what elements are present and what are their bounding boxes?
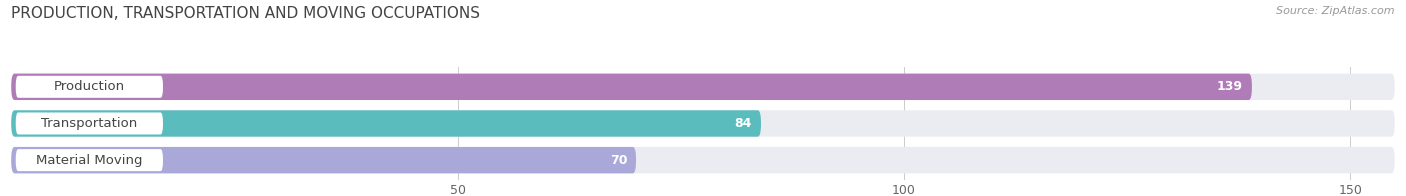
FancyBboxPatch shape	[11, 110, 761, 137]
Text: Transportation: Transportation	[41, 117, 138, 130]
Text: 139: 139	[1218, 80, 1243, 93]
Text: PRODUCTION, TRANSPORTATION AND MOVING OCCUPATIONS: PRODUCTION, TRANSPORTATION AND MOVING OC…	[11, 6, 481, 21]
Text: 84: 84	[735, 117, 752, 130]
FancyBboxPatch shape	[11, 74, 1395, 100]
FancyBboxPatch shape	[11, 110, 1395, 137]
FancyBboxPatch shape	[11, 147, 1395, 173]
Text: 70: 70	[610, 154, 627, 167]
FancyBboxPatch shape	[15, 76, 163, 98]
FancyBboxPatch shape	[15, 149, 163, 171]
Text: Source: ZipAtlas.com: Source: ZipAtlas.com	[1277, 6, 1395, 16]
FancyBboxPatch shape	[11, 74, 1251, 100]
FancyBboxPatch shape	[11, 147, 636, 173]
FancyBboxPatch shape	[15, 113, 163, 134]
Text: Production: Production	[53, 80, 125, 93]
Text: Material Moving: Material Moving	[37, 154, 142, 167]
